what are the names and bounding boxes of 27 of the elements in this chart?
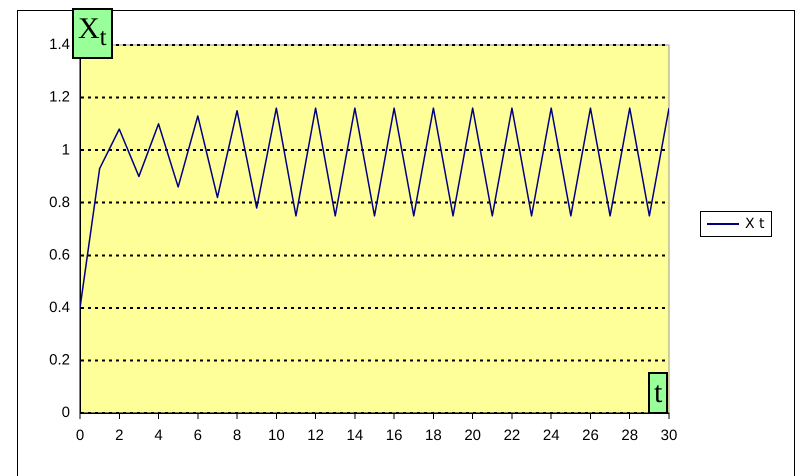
x-tick-label: 26 (582, 427, 599, 444)
y-tick-label: 1.2 (49, 88, 70, 106)
y-tick-label: 0.2 (49, 352, 70, 369)
x-tick-label: 4 (154, 427, 163, 444)
x-tick-label: 8 (232, 427, 242, 444)
x-tick-label: 2 (115, 427, 124, 444)
y-tick-label: 0 (62, 404, 70, 422)
y-tick-label: 0.6 (49, 246, 70, 264)
x-tick-label: 0 (76, 427, 84, 444)
x-tick-label: 12 (307, 427, 324, 444)
legend-label: X t (745, 216, 765, 232)
y-tick-label: 1 (62, 141, 70, 158)
x-tick-label: 16 (386, 427, 402, 444)
y-tick-label: 0.8 (49, 194, 70, 211)
x-tick-label: 24 (542, 427, 560, 444)
x-tick-label: 30 (660, 427, 678, 444)
x-tick-label: 28 (621, 427, 638, 444)
y-tick-label: 1.4 (49, 36, 70, 54)
x-tick-label: 14 (346, 427, 364, 444)
x-axis-title: t (648, 372, 668, 414)
x-tick-label: 20 (464, 427, 482, 444)
x-tick-label: 18 (425, 427, 442, 444)
x-tick-label: 10 (268, 427, 285, 444)
x-tick-label: 6 (194, 427, 202, 444)
y-axis-title: X$_{t}$ (72, 8, 113, 59)
y-tick-label: 0.4 (49, 299, 70, 316)
x-tick-label: 22 (504, 427, 520, 444)
